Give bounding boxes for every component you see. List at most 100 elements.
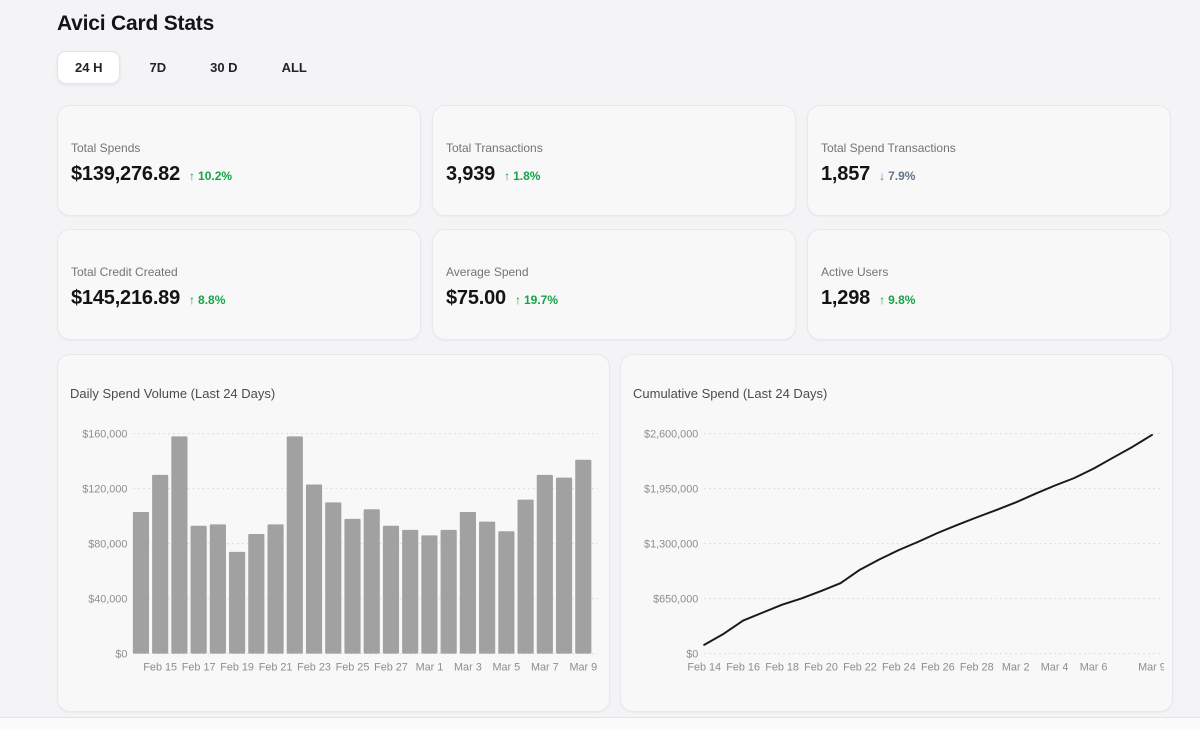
tab-30d[interactable]: 30 D [210, 60, 238, 75]
tab-all[interactable]: ALL [281, 60, 307, 75]
stat-value: 1,857 [821, 163, 871, 185]
svg-text:$0: $0 [686, 649, 698, 661]
svg-text:Feb 22: Feb 22 [843, 661, 877, 673]
delta-percent: 8.8% [198, 293, 226, 307]
svg-text:Feb 25: Feb 25 [336, 661, 370, 673]
stat-label: Total Credit Created [71, 265, 178, 279]
bar-Mar 2 [440, 529, 457, 654]
svg-text:Feb 16: Feb 16 [726, 661, 760, 673]
svg-text:$650,000: $650,000 [653, 594, 698, 606]
bar-Feb 21 [267, 524, 284, 654]
daily-spend-volume-chart-card: Daily Spend Volume (Last 24 Days) $0 $40,… [57, 354, 610, 712]
delta-percent: 19.7% [523, 293, 559, 307]
line-chart-svg: $0 $650,000 $1,300,000 $1,950,000 $2,600,000… [644, 429, 1164, 674]
stat-value: $139,276.82 [71, 163, 181, 185]
svg-text:Feb 23: Feb 23 [297, 661, 331, 673]
svg-text:$40,000: $40,000 [88, 594, 127, 606]
bar-Feb 25 [344, 518, 361, 654]
svg-text:Mar 9: Mar 9 [1138, 661, 1164, 673]
stat-delta: ↓ 7.9% [879, 169, 915, 183]
bar-Mar 6 [517, 499, 534, 654]
stat-card-total-credit-created: Total Credit Created $145,216.89 ↑ 8.8% [57, 229, 421, 340]
svg-text:Feb 21: Feb 21 [259, 661, 293, 673]
svg-text:Feb 18: Feb 18 [765, 661, 799, 673]
stat-delta: ↑ 8.8% [189, 293, 225, 307]
arrow-down-icon: ↓ [879, 169, 886, 183]
svg-text:Mar 7: Mar 7 [531, 661, 559, 673]
bar-Mar 4 [479, 521, 496, 654]
stat-value: $145,216.89 [71, 287, 181, 309]
svg-text:$1,300,000: $1,300,000 [644, 539, 698, 551]
svg-text:$0: $0 [115, 649, 127, 661]
svg-text:$80,000: $80,000 [88, 539, 127, 551]
bar-chart-svg: $0 $40,000 $80,000 $120,000 $160,000 Feb 15 Fe… [82, 429, 598, 673]
delta-percent: 1.8% [513, 169, 541, 183]
stat-value: 1,298 [821, 287, 871, 309]
svg-text:Mar 1: Mar 1 [416, 661, 444, 673]
tab-7d[interactable]: 7D [149, 60, 167, 75]
svg-text:$120,000: $120,000 [82, 484, 127, 496]
bar-Feb 18 [209, 524, 226, 654]
bar-Mar 3 [459, 511, 476, 654]
svg-text:Feb 17: Feb 17 [182, 661, 216, 673]
bar-Feb 14 [132, 511, 150, 654]
stat-label: Total Spends [71, 141, 141, 155]
arrow-up-icon: ↑ [879, 293, 886, 307]
delta-percent: 9.8% [888, 293, 916, 307]
svg-text:$160,000: $160,000 [82, 429, 127, 441]
stat-card-active-users: Active Users 1,298 ↑ 9.8% [807, 229, 1171, 340]
svg-text:$2,600,000: $2,600,000 [644, 429, 698, 441]
stat-delta: ↑ 9.8% [879, 293, 915, 307]
bar-Feb 16 [171, 436, 188, 654]
stat-card-total-spends: Total Spends $139,276.82 ↑ 10.2% [57, 105, 421, 216]
stat-value: 3,939 [446, 163, 496, 185]
tab-24h[interactable]: 24 H [57, 51, 121, 84]
dashboard-page: Avici Card Stats 24 H 7D 30 D ALL Total … [57, 12, 1173, 712]
svg-text:Mar 3: Mar 3 [454, 661, 482, 673]
delta-percent: 10.2% [198, 169, 233, 183]
bar-Mar 8 [555, 477, 573, 654]
bar-Feb 28 [402, 529, 419, 654]
stat-delta: ↑ 10.2% [189, 169, 232, 183]
arrow-up-icon: ↑ [514, 293, 521, 307]
bar-Mar 7 [536, 474, 553, 654]
stat-label: Total Transactions [446, 141, 543, 155]
charts-grid: Daily Spend Volume (Last 24 Days) $0 $40,… [57, 354, 1173, 712]
bar-Feb 24 [325, 502, 342, 654]
svg-text:Feb 27: Feb 27 [374, 661, 408, 673]
bar-Feb 15 [152, 474, 169, 654]
svg-text:Mar 5: Mar 5 [493, 661, 521, 673]
bottom-divider [0, 717, 1200, 730]
arrow-up-icon: ↑ [189, 293, 196, 307]
bar-Feb 22 [286, 436, 303, 654]
cumulative-spend-chart-card: Cumulative Spend (Last 24 Days) $0 $650,0… [620, 354, 1173, 712]
svg-text:Feb 28: Feb 28 [960, 661, 994, 673]
bar-Mar 9 [575, 459, 592, 654]
svg-text:Feb 20: Feb 20 [804, 661, 838, 673]
bar-Feb 17 [190, 525, 207, 654]
bar-Feb 26 [363, 509, 380, 654]
svg-text:Feb 26: Feb 26 [921, 661, 955, 673]
stat-value: $75.00 [446, 287, 506, 309]
page-title: Avici Card Stats [57, 12, 215, 35]
bar-Mar 1 [421, 535, 438, 654]
chart-title: Daily Spend Volume (Last 24 Days) [70, 386, 276, 401]
bar-Feb 27 [382, 525, 400, 654]
svg-text:Feb 19: Feb 19 [220, 661, 254, 673]
stat-label: Active Users [821, 265, 889, 279]
svg-text:Mar 2: Mar 2 [1002, 661, 1030, 673]
svg-text:Feb 14: Feb 14 [687, 661, 721, 673]
stats-grid: Total Spends $139,276.82 ↑ 10.2% Total Tr… [57, 105, 1171, 340]
arrow-up-icon: ↑ [504, 169, 511, 183]
chart-title: Cumulative Spend (Last 24 Days) [633, 386, 828, 401]
bar-Mar 5 [498, 531, 515, 654]
svg-text:Mar 4: Mar 4 [1041, 661, 1069, 673]
delta-percent: 7.9% [888, 169, 916, 183]
cumulative-spend-line [703, 433, 1153, 646]
arrow-up-icon: ↑ [189, 169, 196, 183]
svg-text:Mar 9: Mar 9 [569, 661, 597, 673]
stat-label: Total Spend Transactions [821, 141, 956, 155]
svg-text:Feb 24: Feb 24 [882, 661, 916, 673]
stat-card-total-transactions: Total Transactions 3,939 ↑ 1.8% [432, 105, 796, 216]
bar-Feb 19 [229, 551, 246, 654]
